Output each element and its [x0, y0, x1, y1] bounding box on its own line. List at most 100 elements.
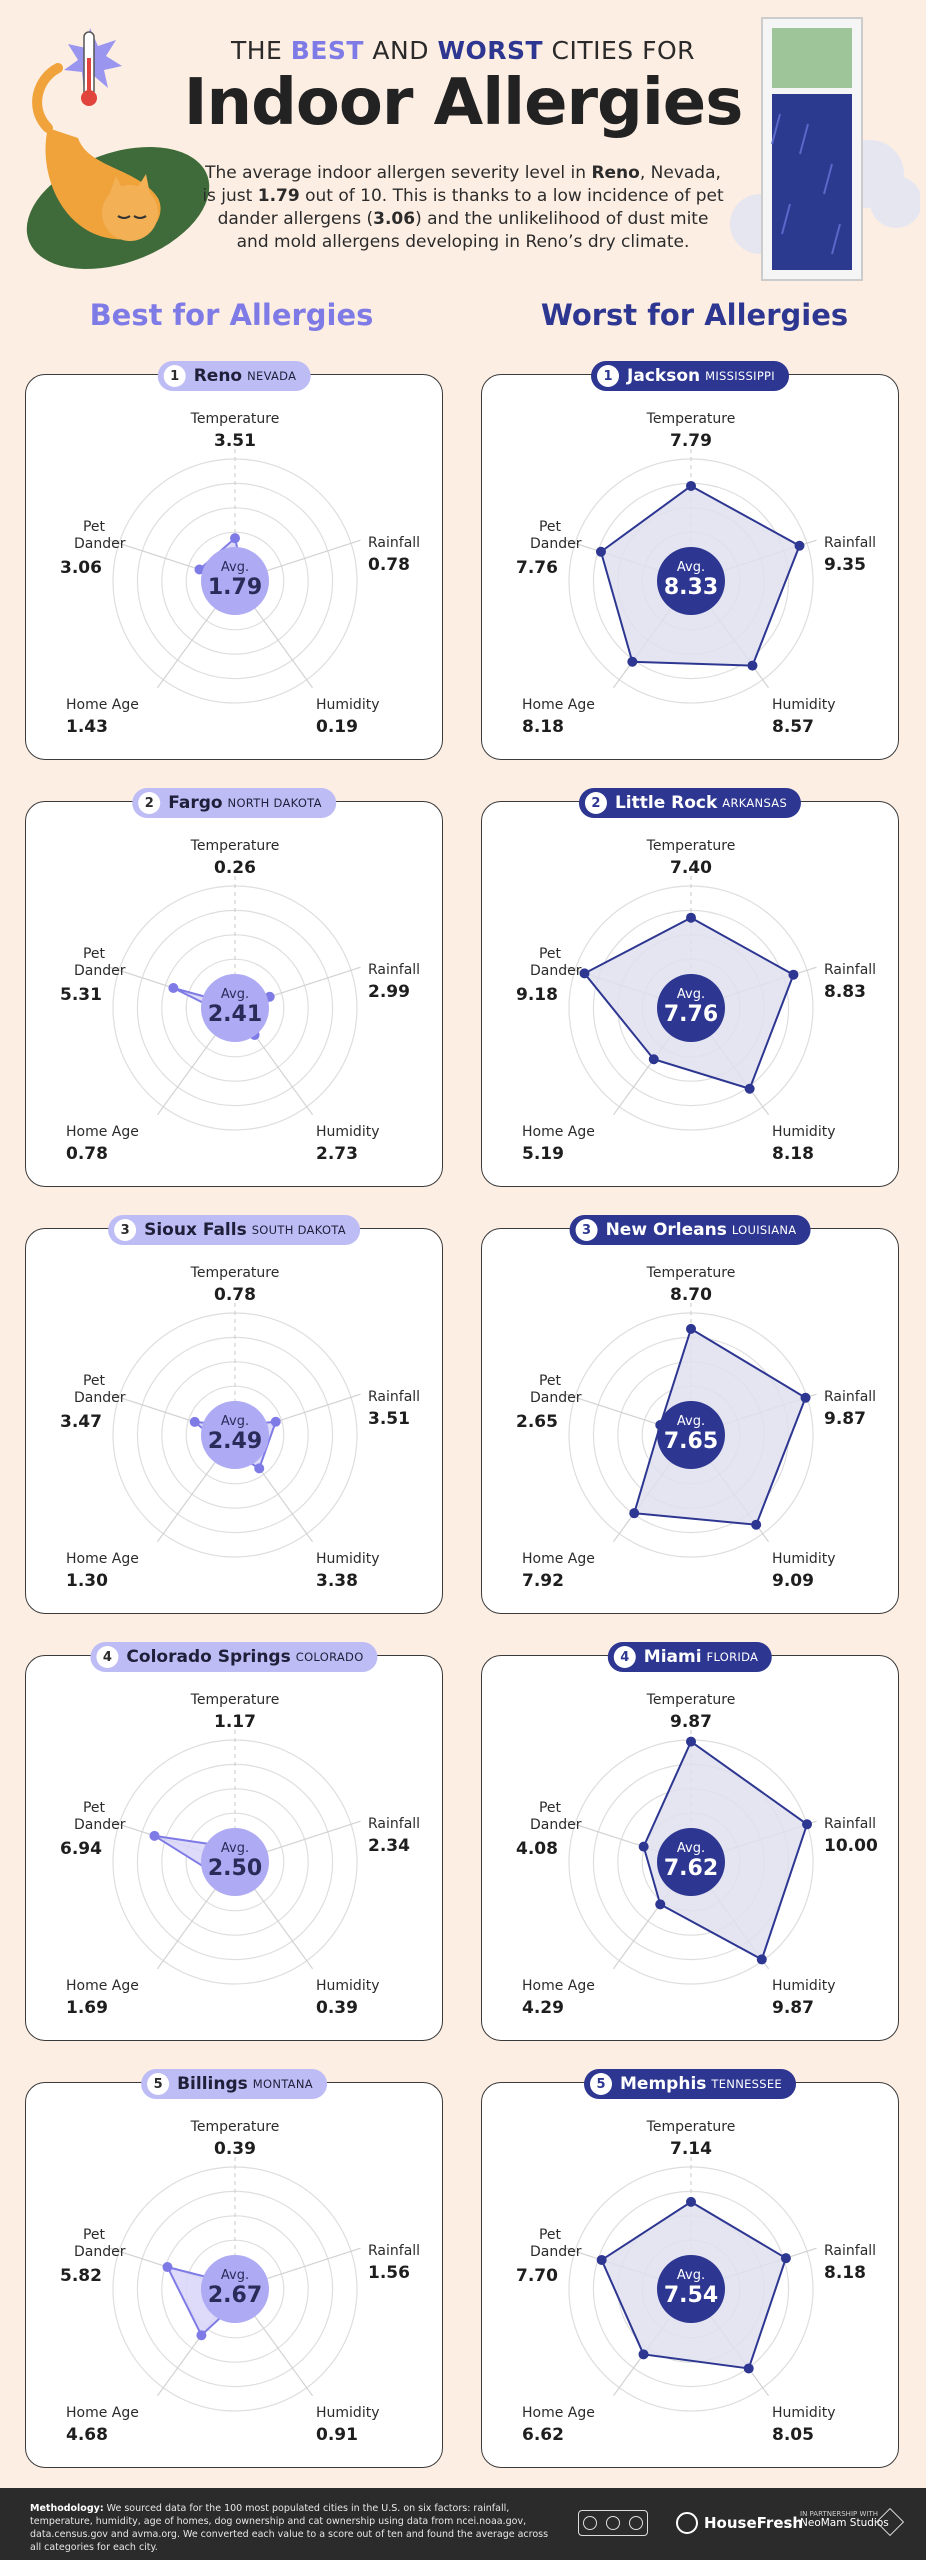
- state-name: ARKANSAS: [722, 796, 788, 810]
- page-title: Indoor Allergies: [183, 66, 744, 140]
- average-label: Avg.: [220, 987, 250, 1002]
- methodology-text: We sourced data for the 100 most populat…: [30, 2503, 549, 2553]
- data-polygon: [642, 1740, 809, 1961]
- data-point-pet-dander: [579, 968, 590, 979]
- average-badge: Avg. 2.67: [201, 2255, 269, 2323]
- pretitle-and: AND: [372, 36, 429, 65]
- average-value: 1.79: [207, 575, 263, 600]
- pet-dander-label: Pet Dander: [74, 519, 126, 552]
- average-badge: Avg. 7.76: [657, 974, 725, 1042]
- rank-badge: 2: [584, 792, 607, 814]
- rank-badge: 2: [138, 792, 161, 814]
- data-point-humidity: [743, 2363, 754, 2374]
- average-badge: Avg. 2.41: [201, 974, 269, 1042]
- city-pill: 1 Jackson MISSISSIPPI: [591, 361, 789, 391]
- city-pill: 4 Colorado Springs COLORADO: [90, 1642, 378, 1672]
- data-point-home-age: [627, 656, 638, 667]
- average-value: 7.54: [663, 2283, 719, 2308]
- humidity-value: 0.39: [316, 1998, 358, 2018]
- data-point-home-age: [196, 2330, 207, 2341]
- humidity-value: 9.09: [772, 1571, 814, 1591]
- home-age-value: 8.18: [522, 717, 564, 737]
- home-age-value: 0.78: [66, 1144, 108, 1164]
- data-point-humidity: [254, 1463, 265, 1474]
- city-pill: 4 Miami FLORIDA: [607, 1642, 773, 1672]
- housefresh-logo[interactable]: HouseFresh: [676, 2510, 803, 2536]
- average-badge: Avg. 7.54: [657, 2255, 725, 2323]
- city-name: Reno: [193, 366, 243, 386]
- humidity-label: Humidity: [316, 2405, 380, 2421]
- housefresh-mark-icon: [676, 2512, 698, 2534]
- humidity-label: Humidity: [772, 2405, 836, 2421]
- state-name: COLORADO: [295, 1650, 364, 1664]
- humidity-label: Humidity: [316, 1978, 380, 1994]
- rainfall-label: Rainfall: [368, 1816, 421, 1832]
- city-card-worst-3: 3 New Orleans LOUISIANA Temperature 8.70…: [481, 1215, 899, 1614]
- data-point-temperature: [686, 2196, 696, 2207]
- pretitle-prefix: THE: [230, 36, 283, 65]
- intro-dander: 3.06: [373, 209, 416, 229]
- intro-text-2: , Nevada, is just: [202, 163, 721, 206]
- data-point-home-age: [629, 1508, 640, 1519]
- rainfall-label: Rainfall: [824, 1816, 877, 1832]
- home-age-value: 4.29: [522, 1998, 564, 2018]
- methodology-label: Methodology:: [30, 2503, 104, 2514]
- temperature-value: 3.51: [214, 431, 256, 451]
- intro-paragraph: The average indoor allergen severity lev…: [200, 162, 726, 254]
- rainy-window-illustration: [730, 17, 920, 281]
- temperature-label: Temperature: [190, 1265, 280, 1281]
- intro-text-1: The average indoor allergen severity lev…: [205, 163, 592, 183]
- average-label: Avg.: [220, 2268, 250, 2283]
- average-value: 7.76: [663, 1002, 719, 1027]
- humidity-value: 8.18: [772, 1144, 814, 1164]
- humidity-label: Humidity: [772, 1124, 836, 1140]
- data-point-pet-dander: [595, 546, 606, 557]
- temperature-label: Temperature: [190, 2119, 280, 2135]
- data-point-pet-dander: [168, 982, 179, 993]
- humidity-label: Humidity: [316, 1124, 380, 1140]
- cc-circle-icon: [583, 2516, 598, 2530]
- data-point-temperature: [686, 480, 696, 491]
- creative-commons-icon: [578, 2510, 648, 2536]
- humidity-value: 3.38: [316, 1571, 358, 1591]
- pet-dander-label: Pet Dander: [530, 2227, 582, 2260]
- humidity-label: Humidity: [316, 697, 380, 713]
- city-name: Sioux Falls: [144, 1220, 247, 1240]
- temperature-label: Temperature: [190, 838, 280, 854]
- state-name: NORTH DAKOTA: [227, 796, 322, 810]
- data-point-humidity: [751, 1519, 762, 1530]
- data-point-rainfall: [788, 969, 799, 980]
- city-name: Memphis: [620, 2074, 707, 2094]
- home-age-value: 6.62: [522, 2425, 564, 2445]
- rainfall-label: Rainfall: [368, 535, 421, 551]
- temperature-label: Temperature: [646, 411, 736, 427]
- city-card-best-5: 5 Billings MONTANA Temperature 0.39 Rain…: [25, 2069, 443, 2468]
- home-age-label: Home Age: [66, 1551, 139, 1567]
- pretitle: THE BEST AND WORST CITIES FOR: [0, 36, 926, 65]
- pet-dander-value: 4.08: [516, 1839, 558, 1859]
- pretitle-suffix: CITIES FOR: [551, 36, 696, 65]
- rainfall-value: 2.99: [368, 982, 410, 1002]
- state-name: FLORIDA: [706, 1650, 759, 1664]
- temperature-label: Temperature: [646, 2119, 736, 2135]
- header: THE BEST AND WORST CITIES FOR Indoor All…: [0, 0, 926, 300]
- rainfall-label: Rainfall: [824, 535, 877, 551]
- state-name: LOUISIANA: [731, 1223, 797, 1237]
- data-point-home-age: [638, 2349, 649, 2360]
- rank-badge: 4: [96, 1646, 119, 1668]
- rank-badge: 4: [613, 1646, 636, 1668]
- partner-credit[interactable]: IN PARTNERSHIP WITH NeoMam Studios: [800, 2510, 889, 2528]
- pet-dander-value: 3.06: [60, 558, 102, 578]
- temperature-value: 8.70: [670, 1285, 712, 1305]
- temperature-label: Temperature: [190, 1692, 280, 1708]
- state-name: MONTANA: [252, 2077, 313, 2091]
- temperature-value: 1.17: [214, 1712, 256, 1732]
- cc-by-icon: [605, 2516, 620, 2530]
- pet-dander-value: 6.94: [60, 1839, 102, 1859]
- city-pill: 1 Reno NEVADA: [157, 361, 311, 391]
- cc-nc-icon: [628, 2516, 643, 2530]
- average-label: Avg.: [676, 2268, 706, 2283]
- average-value: 7.65: [663, 1429, 719, 1454]
- average-label: Avg.: [220, 1841, 250, 1856]
- rainfall-label: Rainfall: [368, 962, 421, 978]
